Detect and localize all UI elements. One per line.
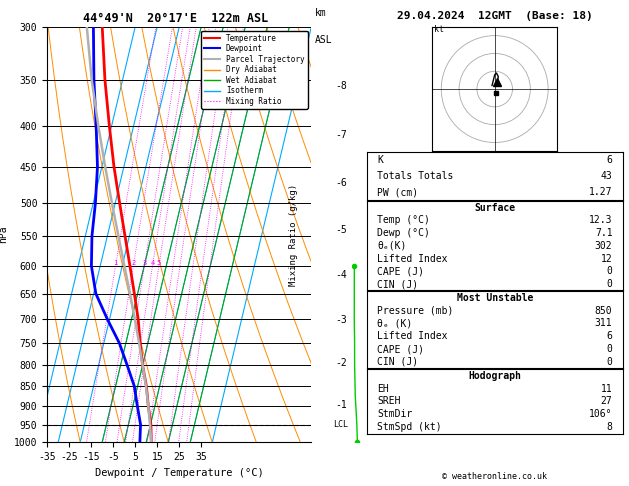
Text: CIN (J): CIN (J) xyxy=(377,279,418,289)
Text: km: km xyxy=(314,8,326,18)
Text: Temp (°C): Temp (°C) xyxy=(377,215,430,226)
Text: 11: 11 xyxy=(601,383,613,394)
Text: 6: 6 xyxy=(606,331,613,341)
Text: StmDir: StmDir xyxy=(377,409,412,419)
Text: -7: -7 xyxy=(335,130,347,140)
Text: 44°49'N  20°17'E  122m ASL: 44°49'N 20°17'E 122m ASL xyxy=(84,12,269,25)
Text: Surface: Surface xyxy=(474,203,515,212)
Text: 0: 0 xyxy=(606,279,613,289)
Text: 43: 43 xyxy=(601,171,613,181)
Text: 1.27: 1.27 xyxy=(589,187,613,197)
Text: ASL: ASL xyxy=(314,35,332,45)
Text: -4: -4 xyxy=(335,270,347,280)
Text: LCL: LCL xyxy=(333,420,348,429)
Text: 12: 12 xyxy=(601,254,613,263)
Text: Most Unstable: Most Unstable xyxy=(457,293,533,303)
Text: -5: -5 xyxy=(335,225,347,235)
Text: -2: -2 xyxy=(335,358,347,368)
Text: θₑ (K): θₑ (K) xyxy=(377,318,412,329)
Text: 2: 2 xyxy=(131,260,135,266)
Text: 12.3: 12.3 xyxy=(589,215,613,226)
Text: 27: 27 xyxy=(601,397,613,406)
Text: EH: EH xyxy=(377,383,389,394)
Text: 0: 0 xyxy=(606,266,613,277)
Text: Dewp (°C): Dewp (°C) xyxy=(377,228,430,238)
Text: 302: 302 xyxy=(595,241,613,251)
Text: 1: 1 xyxy=(113,260,118,266)
Text: 850: 850 xyxy=(595,306,613,315)
Text: 4: 4 xyxy=(150,260,155,266)
Text: SREH: SREH xyxy=(377,397,401,406)
Text: 0: 0 xyxy=(606,344,613,354)
X-axis label: Dewpoint / Temperature (°C): Dewpoint / Temperature (°C) xyxy=(95,468,264,478)
Y-axis label: hPa: hPa xyxy=(0,226,8,243)
Text: Mixing Ratio (g/kg): Mixing Ratio (g/kg) xyxy=(289,183,298,286)
Text: CAPE (J): CAPE (J) xyxy=(377,266,424,277)
Text: StmSpd (kt): StmSpd (kt) xyxy=(377,422,442,432)
Text: Lifted Index: Lifted Index xyxy=(377,331,447,341)
Legend: Temperature, Dewpoint, Parcel Trajectory, Dry Adiabat, Wet Adiabat, Isotherm, Mi: Temperature, Dewpoint, Parcel Trajectory… xyxy=(201,31,308,109)
Text: K: K xyxy=(377,156,383,165)
Text: 106°: 106° xyxy=(589,409,613,419)
Text: CIN (J): CIN (J) xyxy=(377,357,418,367)
Text: Lifted Index: Lifted Index xyxy=(377,254,447,263)
Text: Hodograph: Hodograph xyxy=(468,371,521,381)
Text: kt: kt xyxy=(434,25,444,34)
Text: θₑ(K): θₑ(K) xyxy=(377,241,406,251)
Text: Totals Totals: Totals Totals xyxy=(377,171,454,181)
Text: 3: 3 xyxy=(142,260,147,266)
Text: -8: -8 xyxy=(335,81,347,91)
Text: 29.04.2024  12GMT  (Base: 18): 29.04.2024 12GMT (Base: 18) xyxy=(397,11,593,21)
Text: -6: -6 xyxy=(335,178,347,188)
Text: 311: 311 xyxy=(595,318,613,329)
Text: PW (cm): PW (cm) xyxy=(377,187,418,197)
Text: Pressure (mb): Pressure (mb) xyxy=(377,306,454,315)
Text: 0: 0 xyxy=(606,357,613,367)
Text: CAPE (J): CAPE (J) xyxy=(377,344,424,354)
Text: 8: 8 xyxy=(606,422,613,432)
Text: 5: 5 xyxy=(157,260,161,266)
Text: 6: 6 xyxy=(606,156,613,165)
Text: 7.1: 7.1 xyxy=(595,228,613,238)
Text: © weatheronline.co.uk: © weatheronline.co.uk xyxy=(442,472,547,481)
Text: -1: -1 xyxy=(335,400,347,410)
Text: -3: -3 xyxy=(335,315,347,325)
